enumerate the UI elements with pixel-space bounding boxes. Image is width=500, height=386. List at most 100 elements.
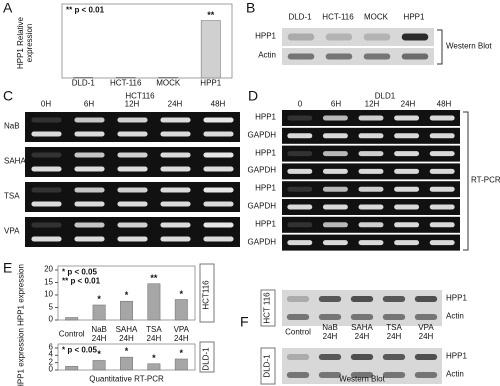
bracket [437,29,443,65]
gel-band [74,152,105,158]
side-label-box [260,289,276,327]
gel-band [286,354,310,360]
gel-band [358,115,384,121]
gel-band [318,314,342,320]
y-tick-label: 6 [48,342,53,352]
lane-label: 12H [364,99,380,109]
gel-band [203,201,234,207]
gel-band [363,33,391,41]
gel-band [382,314,406,320]
gel-band [31,117,62,123]
gel-band [74,201,105,207]
annotation: ** p < 0.01 [62,276,101,286]
row-label: Actin [446,311,464,321]
gel-band [287,115,313,121]
gel-band [358,204,384,210]
lane-label: 24H [400,99,416,109]
gel-band [394,240,420,246]
gel-band [429,151,455,157]
significance-mark: * [124,346,129,357]
row-label: VPA [4,226,20,236]
bar [92,304,106,321]
row-label: HPP1 [255,112,276,122]
significance-mark: * [97,349,101,360]
bar [65,366,79,371]
gel-band [363,53,391,60]
gel-band [31,152,62,158]
gel-band [322,222,348,228]
side-label: HCT 116 [262,292,272,324]
row-label: HPP1 [255,31,276,41]
gel-band [160,166,191,172]
gel-band [160,236,191,242]
gel-band [203,187,234,193]
gel-band [401,53,429,60]
gel-band [322,168,348,174]
bracket [463,111,469,251]
bar [115,77,136,79]
gel-band [318,354,342,360]
gel-band [160,201,191,207]
x-tick-label: DLD-1 [71,78,95,88]
panel-letter: F [240,313,249,330]
gel-band [350,372,374,378]
y-axis-label: HPP1 Relative expression [16,16,34,70]
bar [92,360,106,371]
gel-band [322,186,348,192]
gel-band [358,168,384,174]
gel-band [429,222,455,228]
side-label: DLD-1 [201,347,211,371]
side-label-box [199,341,215,373]
bar [120,356,133,371]
gel-band [358,186,384,192]
panel-letter: C [3,87,14,104]
gel-band [117,166,148,172]
gel-band [414,354,438,360]
gel-band [287,53,315,60]
gel-band [117,187,148,193]
gel-band [382,354,406,360]
gel-band [318,372,342,378]
gel-band [287,168,313,174]
bar [147,283,161,321]
row-label: HPP1 [255,148,276,158]
gel-band [117,201,148,207]
annotation: * p < 0.05 [62,345,97,355]
gel-band [287,240,313,246]
x-tick-label: TSA 24H [146,325,162,343]
side-label: DLD-1 [262,354,272,378]
gel-image [25,147,240,177]
lane-label: Control [285,327,311,337]
gel-band [325,33,353,41]
gel-band [74,117,105,123]
significance-mark: * [97,294,101,305]
lane-label: 24H [167,99,183,109]
lane-label: HPP1 [403,12,425,22]
bar [65,317,79,321]
gel-band [394,151,420,157]
lane-label: 0H [40,99,52,109]
gel-band [31,236,62,242]
gel-band [414,372,438,378]
bar [158,77,179,79]
gel-band [382,296,406,302]
gel-band [203,222,234,228]
gel-band [160,131,191,137]
lane-label: VPA 24H [418,323,434,341]
lane-label: 6H [83,99,95,109]
gel-title: DLD1 [374,91,396,101]
y-tick-label: 20 [44,264,53,274]
significance-mark: * [179,288,184,299]
y-tick-label: 10 [44,289,53,299]
method-label: RT-PCR [471,175,500,185]
gel-band [287,151,313,157]
lane-label: SAHA 24H [351,323,373,341]
gel-band [350,296,374,302]
significance-mark: ** [207,9,215,20]
x-tick-label: SAHA 24H [115,325,138,343]
gel-band [401,33,429,41]
x-tick-label: MOCK [156,78,181,88]
gel-band [429,168,455,174]
y-axis-label: HPP1 expression [16,328,26,386]
